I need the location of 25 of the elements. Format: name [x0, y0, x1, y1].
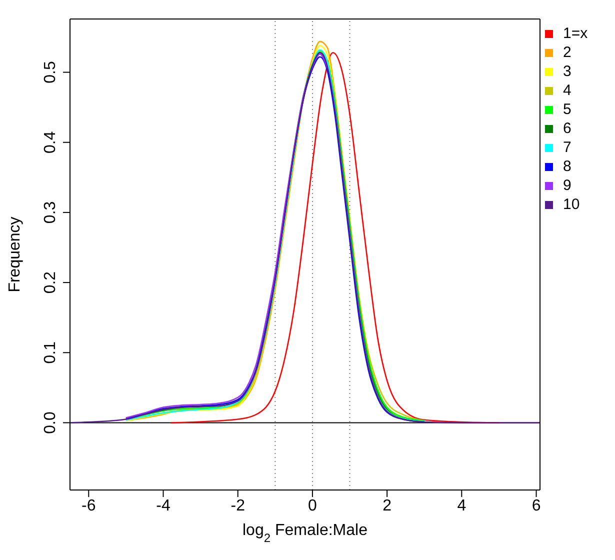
- x-tick-label: 6: [532, 497, 541, 514]
- legend-label: 10: [563, 195, 580, 214]
- x-axis-title: log$_{2}$ Female:Male: [242, 522, 368, 545]
- x-tick-label: -6: [82, 497, 96, 514]
- legend-label: 6: [563, 119, 572, 138]
- y-tick-label: 0.5: [42, 61, 59, 84]
- y-tick-label: 0.0: [42, 411, 59, 434]
- legend-label: 1=x: [563, 24, 588, 43]
- y-tick-label: 0.1: [42, 341, 59, 364]
- legend-label: 4: [563, 81, 572, 100]
- y-axis-title: Frequency: [6, 216, 24, 292]
- legend-label: 3: [563, 62, 572, 81]
- legend-label: 5: [563, 100, 572, 119]
- y-tick-label: 0.4: [42, 131, 59, 154]
- legend-label: 7: [563, 138, 572, 157]
- x-tick-label: -2: [230, 497, 246, 514]
- y-tick-label: 0.2: [42, 271, 59, 294]
- legend-label: 8: [563, 157, 572, 176]
- x-tick-label: 2: [382, 497, 392, 514]
- x-tick-label: -4: [156, 497, 170, 514]
- legend-label: 9: [563, 176, 572, 195]
- x-tick-label: 4: [457, 497, 466, 514]
- legend-label: 2: [563, 43, 572, 62]
- x-tick-label: 0: [308, 497, 318, 514]
- y-tick-label: 0.3: [42, 201, 59, 224]
